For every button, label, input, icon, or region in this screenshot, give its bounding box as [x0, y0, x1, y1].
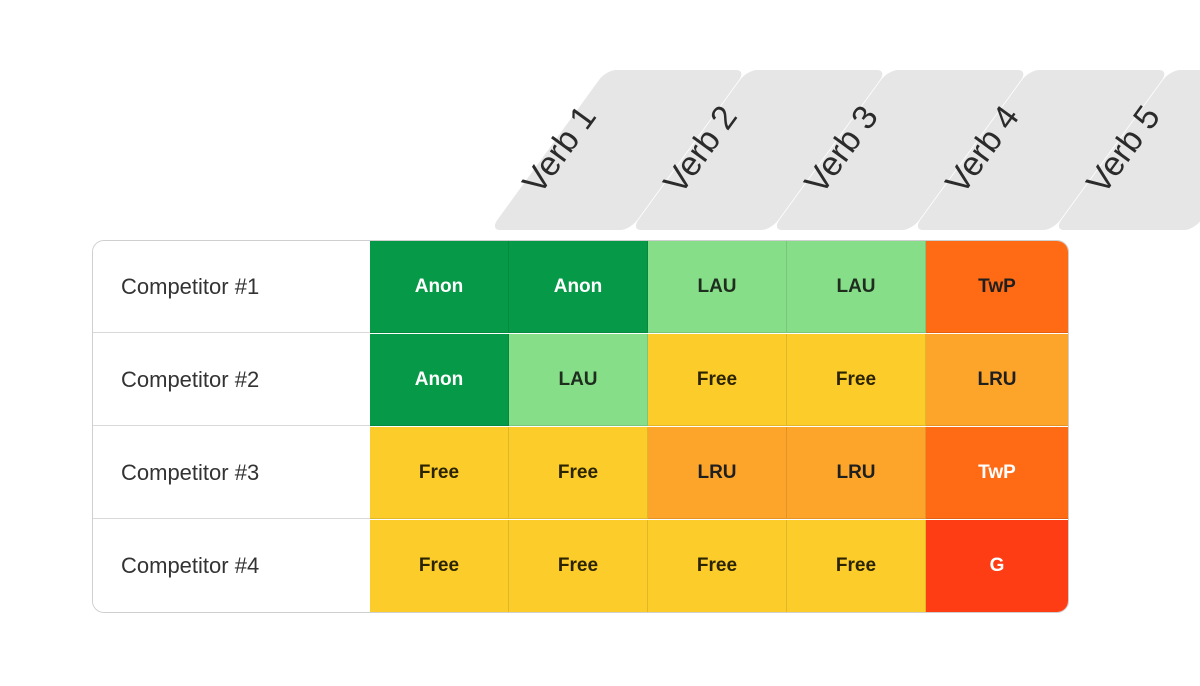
- matrix-row-competitor-1: Competitor #1 Anon Anon LAU LAU TwP: [93, 241, 1068, 333]
- matrix-cell: LRU: [926, 334, 1068, 426]
- row-label: Competitor #3: [93, 427, 370, 519]
- matrix-cell: Anon: [370, 241, 509, 333]
- matrix-row-competitor-3: Competitor #3 Free Free LRU LRU TwP: [93, 427, 1068, 519]
- matrix-cell: Free: [509, 520, 648, 612]
- column-header-verb-5: Verb 5: [1054, 70, 1200, 230]
- row-label: Competitor #4: [93, 520, 370, 612]
- matrix-cell: LRU: [648, 427, 787, 519]
- matrix-cell: Free: [648, 334, 787, 426]
- row-label: Competitor #2: [93, 334, 370, 426]
- matrix-row-competitor-4: Competitor #4 Free Free Free Free G: [93, 520, 1068, 612]
- matrix-cell: TwP: [926, 427, 1068, 519]
- matrix-cell: TwP: [926, 241, 1068, 333]
- row-label: Competitor #1: [93, 241, 370, 333]
- matrix-cell: Free: [787, 334, 926, 426]
- column-header-verb-3: Verb 3: [772, 70, 1029, 230]
- matrix-row-competitor-2: Competitor #2 Anon LAU Free Free LRU: [93, 334, 1068, 426]
- matrix-cell: Free: [648, 520, 787, 612]
- matrix-cell: G: [926, 520, 1068, 612]
- competitor-matrix: Competitor #1 Anon Anon LAU LAU TwP Comp…: [92, 240, 1069, 613]
- column-header-verb-4: Verb 4: [913, 70, 1170, 230]
- matrix-cell: LAU: [509, 334, 648, 426]
- matrix-cell: Anon: [509, 241, 648, 333]
- column-header-verb-1: Verb 1: [490, 70, 747, 230]
- matrix-cell: Free: [787, 520, 926, 612]
- matrix-cell: Free: [509, 427, 648, 519]
- matrix-cell: LRU: [787, 427, 926, 519]
- matrix-cell: Anon: [370, 334, 509, 426]
- matrix-cell: Free: [370, 427, 509, 519]
- matrix-cell: LAU: [648, 241, 787, 333]
- matrix-cell: LAU: [787, 241, 926, 333]
- column-header-verb-2: Verb 2: [631, 70, 888, 230]
- matrix-cell: Free: [370, 520, 509, 612]
